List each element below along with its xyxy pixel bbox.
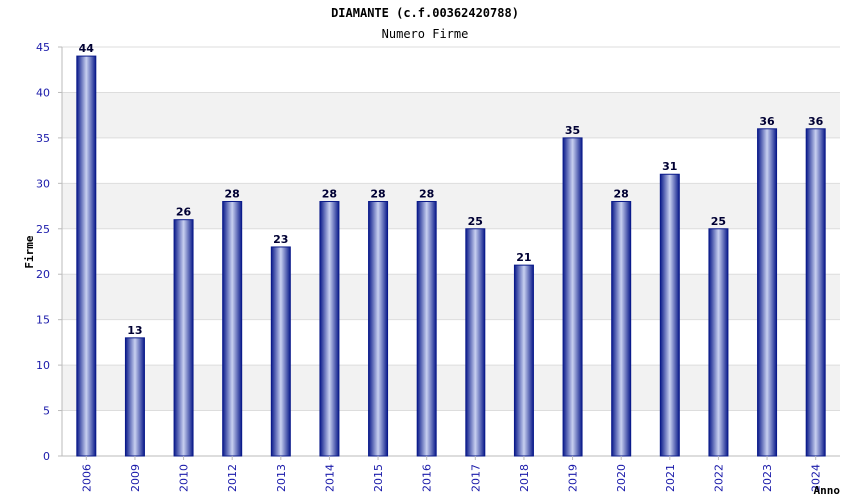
- y-tick-label: 25: [36, 223, 50, 236]
- x-tick-label: 2024: [810, 464, 823, 492]
- y-tick-label: 45: [36, 41, 50, 54]
- x-axis-label: Anno: [814, 484, 841, 497]
- x-tick-label: 2015: [372, 464, 385, 492]
- chart-title: DIAMANTE (c.f.00362420788): [331, 6, 519, 20]
- data-label: 35: [565, 124, 580, 137]
- y-axis-label: Firme: [23, 235, 36, 268]
- x-tick-label: 2017: [469, 464, 482, 492]
- x-tick-label: 2014: [323, 464, 336, 492]
- y-tick-label: 15: [36, 314, 50, 327]
- bar: [465, 228, 486, 457]
- data-label: 36: [759, 115, 775, 128]
- grid-band: [62, 92, 840, 138]
- y-tick-label: 10: [36, 359, 50, 372]
- y-tick-label: 5: [43, 405, 50, 418]
- data-label: 25: [711, 215, 726, 228]
- data-labels: 44 13 26 28 23 28 28 28 25 21 35 28 31 25 36 36: [79, 42, 824, 337]
- x-tick-label: 2018: [518, 464, 531, 492]
- y-tick-labels: 0 5 10 15 20 25 30 35 40 45: [36, 41, 50, 463]
- data-label: 25: [468, 215, 483, 228]
- bar: [708, 228, 729, 457]
- bar: [173, 219, 194, 457]
- y-tick-label: 0: [43, 450, 50, 463]
- y-tick-label: 35: [36, 132, 50, 145]
- y-tick-label: 20: [36, 268, 50, 281]
- bar: [270, 246, 291, 457]
- data-label: 28: [370, 188, 385, 201]
- bar: [319, 201, 340, 457]
- data-label: 36: [808, 115, 824, 128]
- bar: [76, 55, 97, 457]
- x-tick-label: 2010: [178, 464, 191, 492]
- bar: [368, 201, 389, 457]
- bar: [805, 128, 826, 457]
- bar: [757, 128, 778, 457]
- data-label: 21: [516, 251, 531, 264]
- bar: [222, 201, 243, 457]
- data-label: 28: [614, 188, 629, 201]
- bar: [562, 137, 583, 457]
- bar: [416, 201, 437, 457]
- x-tick-label: 2021: [664, 464, 677, 492]
- bar: [513, 264, 534, 457]
- x-tick-label: 2012: [226, 464, 239, 492]
- data-label: 28: [225, 188, 240, 201]
- bar: [611, 201, 632, 457]
- chart-subtitle: Numero Firme: [382, 27, 469, 41]
- bars: [76, 55, 826, 457]
- x-tick-labels: 2006 2009 2010 2012 2013 2014 2015 2016 2017 2018…: [80, 456, 823, 492]
- x-tick-label: 2009: [129, 464, 142, 492]
- x-tick-label: 2020: [615, 464, 628, 492]
- data-label: 31: [662, 160, 677, 173]
- y-tick-label: 30: [36, 177, 50, 190]
- x-tick-label: 2022: [712, 464, 725, 492]
- data-label: 28: [419, 188, 434, 201]
- bar: [659, 173, 680, 457]
- x-tick-label: 2006: [80, 464, 93, 492]
- bar: [124, 337, 145, 457]
- data-label: 26: [176, 206, 192, 219]
- data-label: 23: [273, 233, 288, 246]
- x-tick-label: 2023: [761, 464, 774, 492]
- x-tick-label: 2016: [421, 464, 434, 492]
- data-label: 13: [127, 324, 142, 337]
- data-label: 28: [322, 188, 337, 201]
- y-tick-label: 40: [36, 86, 50, 99]
- x-tick-label: 2019: [567, 464, 580, 492]
- x-tick-label: 2013: [275, 464, 288, 492]
- data-label: 44: [79, 42, 95, 55]
